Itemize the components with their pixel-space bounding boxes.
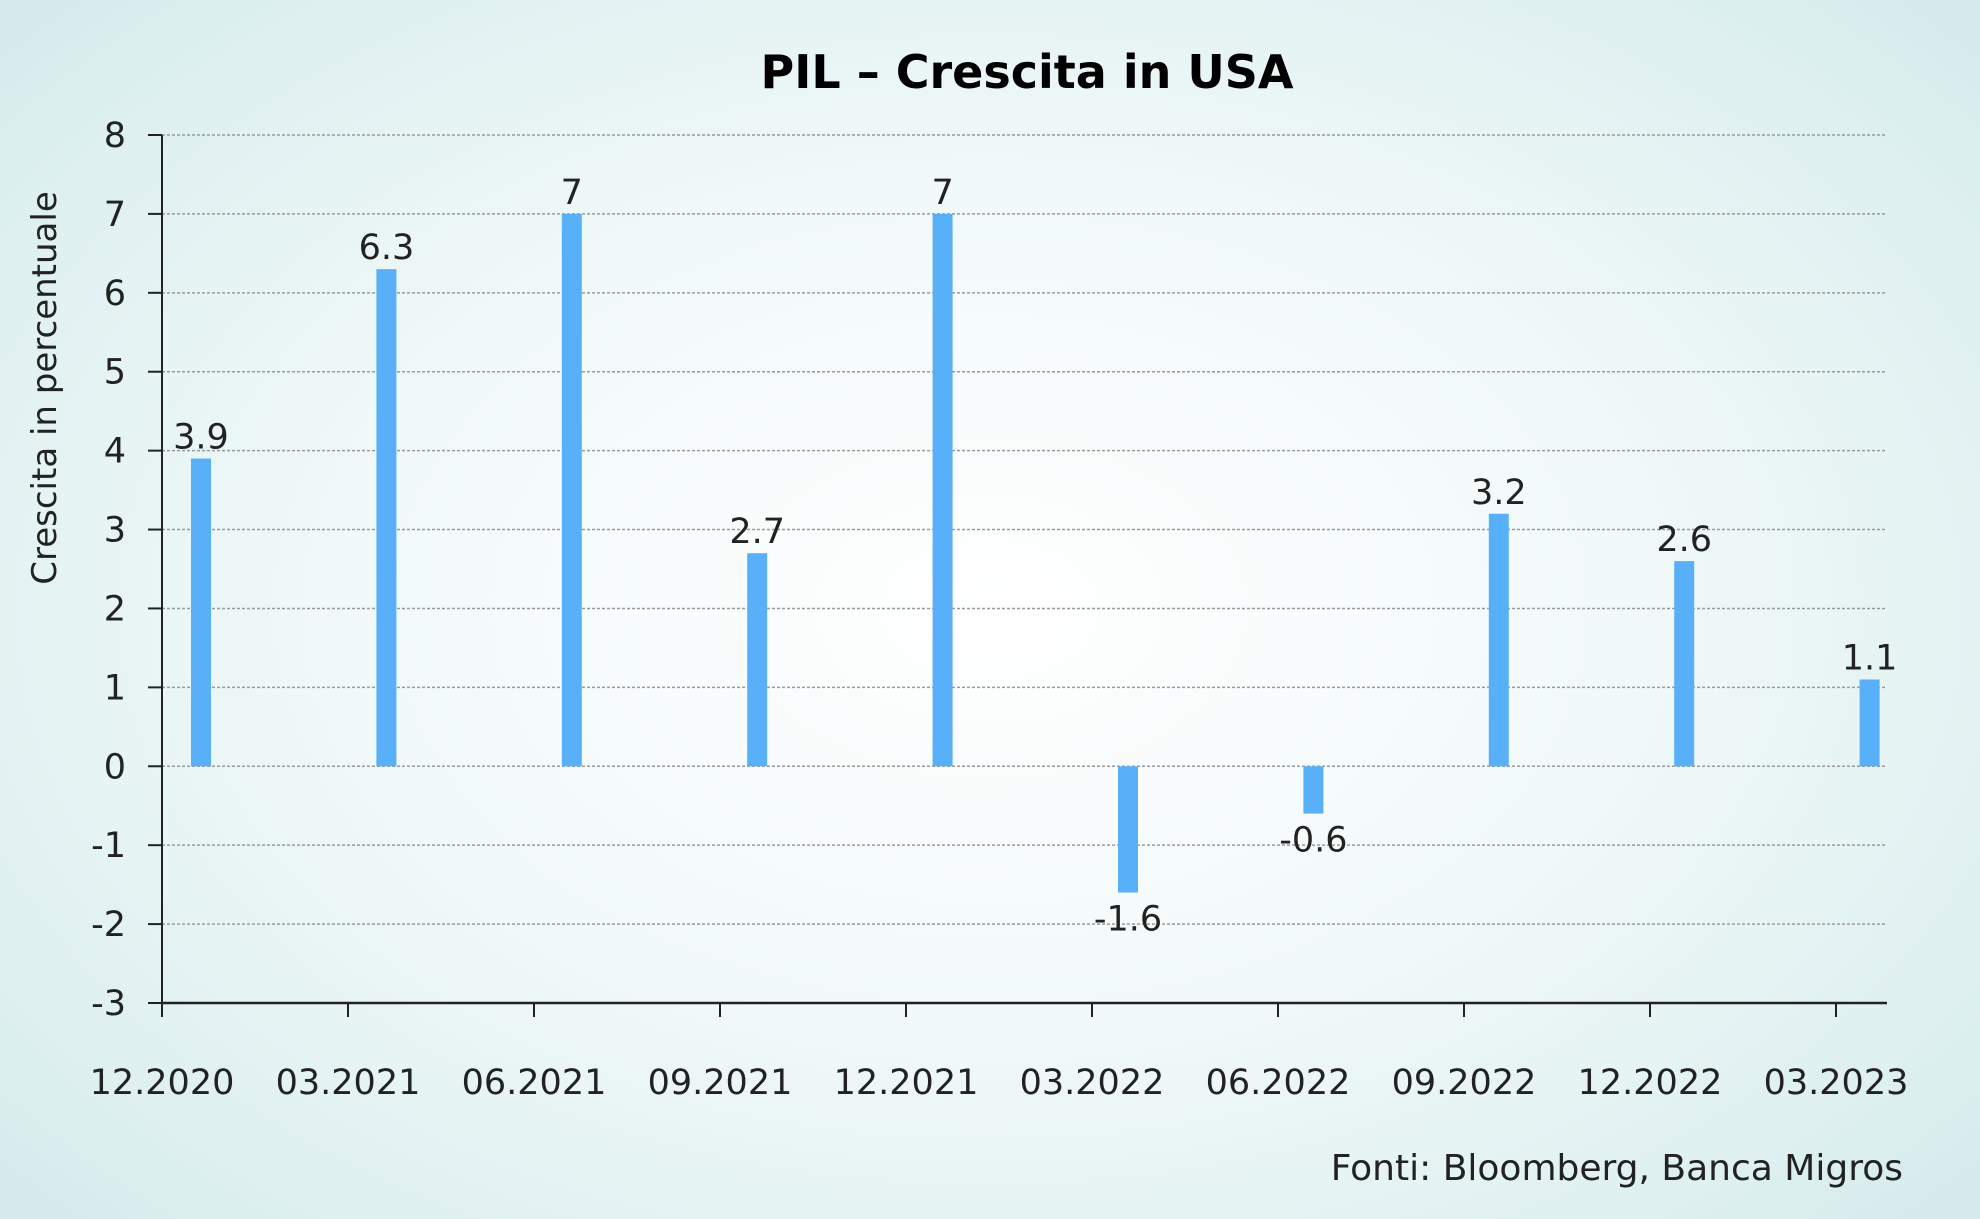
chart-title: PIL – Crescita in USA xyxy=(761,45,1294,99)
x-tick-label: 03.2023 xyxy=(1764,1063,1909,1103)
data-label: 6.3 xyxy=(359,228,415,268)
x-tick-label: 12.2022 xyxy=(1578,1063,1723,1103)
data-label: 7 xyxy=(561,173,583,213)
bar xyxy=(1674,561,1695,767)
bar xyxy=(747,553,768,767)
y-axis-label: Crescita in percentuale xyxy=(25,191,65,585)
bar xyxy=(376,269,397,767)
data-label: 7 xyxy=(931,173,953,213)
bar xyxy=(1859,679,1880,767)
data-label: 2.6 xyxy=(1656,520,1712,560)
y-tick-label: 3 xyxy=(104,511,126,551)
y-tick-label: -2 xyxy=(91,905,126,945)
source-note: Fonti: Bloomberg, Banca Migros xyxy=(1331,1148,1903,1189)
data-label: 1.1 xyxy=(1842,638,1898,678)
x-tick-label: 09.2022 xyxy=(1392,1063,1537,1103)
x-tick-label: 12.2021 xyxy=(834,1063,979,1103)
y-tick-label: 5 xyxy=(104,353,126,393)
bar xyxy=(1303,766,1324,814)
data-label: 3.2 xyxy=(1471,473,1527,513)
x-tick-label: 09.2021 xyxy=(648,1063,793,1103)
data-label: 3.9 xyxy=(173,418,229,458)
x-tick-label: 03.2022 xyxy=(1020,1063,1165,1103)
y-tick-label: 6 xyxy=(104,274,126,314)
data-label: -1.6 xyxy=(1094,900,1162,940)
y-tick-label: 4 xyxy=(104,432,126,472)
x-tick-label: 06.2022 xyxy=(1206,1063,1351,1103)
y-tick-label: -3 xyxy=(91,984,126,1024)
x-tick-label: 06.2021 xyxy=(462,1063,607,1103)
data-label: 2.7 xyxy=(729,512,785,552)
bar xyxy=(1488,513,1509,767)
y-tick-label: 0 xyxy=(104,747,126,787)
y-tick-label: 8 xyxy=(104,116,126,156)
bar xyxy=(1118,766,1138,893)
x-tick-label: 03.2021 xyxy=(276,1063,421,1103)
data-label: -0.6 xyxy=(1279,821,1347,861)
x-tick-label: 12.2020 xyxy=(90,1063,235,1103)
y-tick-label: 7 xyxy=(104,195,126,235)
y-tick-label: 2 xyxy=(104,589,126,629)
bar xyxy=(561,213,582,767)
y-tick-label: -1 xyxy=(91,826,126,866)
bar xyxy=(932,213,953,767)
bar xyxy=(191,458,211,767)
y-tick-label: 1 xyxy=(104,668,126,708)
